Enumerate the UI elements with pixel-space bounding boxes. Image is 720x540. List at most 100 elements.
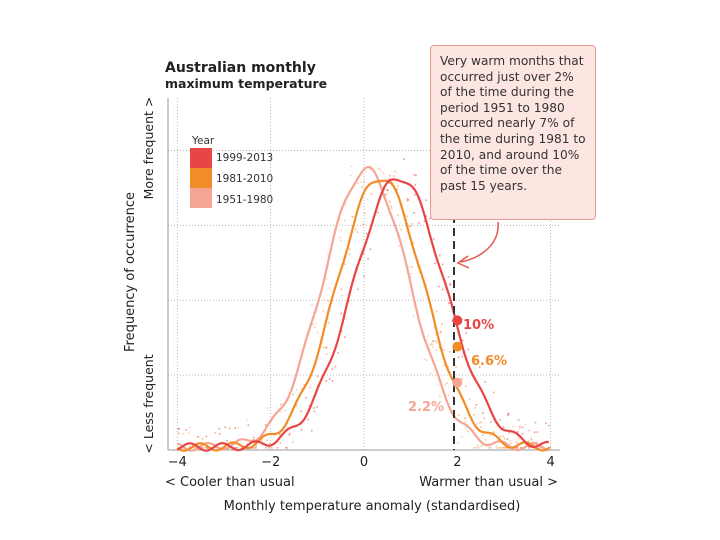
scatter-point-1-127: [266, 439, 269, 442]
threshold-marker-1999-2013: [452, 315, 463, 326]
scatter-point-1-30: [477, 447, 480, 449]
scatter-point-1-31: [520, 447, 523, 449]
scatter-point-2-1: [204, 447, 207, 449]
scatter-point-1-10: [436, 310, 438, 313]
scatter-point-1-34: [448, 350, 451, 353]
scatter-point-2-96: [439, 395, 441, 397]
scatter-point-0-130: [536, 431, 539, 433]
scatter-point-1-147: [468, 398, 471, 401]
scatter-point-2-105: [528, 447, 530, 449]
scatter-point-2-85: [322, 310, 325, 313]
scatter-point-2-51: [351, 215, 353, 218]
scatter-point-2-124: [327, 253, 329, 255]
scatter-point-1-60: [309, 386, 312, 389]
scatter-point-0-73: [547, 424, 550, 427]
scatter-point-1-21: [400, 228, 403, 231]
scatter-point-2-49: [431, 345, 434, 348]
scatter-point-2-45: [340, 239, 342, 242]
scatter-point-2-36: [424, 358, 426, 361]
x-right-label: Warmer than usual >: [419, 475, 558, 490]
scatter-point-1-134: [431, 340, 434, 343]
scatter-point-1-119: [432, 340, 435, 342]
scatter-point-0-113: [428, 217, 431, 220]
scatter-point-1-89: [411, 223, 414, 225]
scatter-point-1-77: [363, 180, 366, 183]
scatter-point-2-20: [544, 447, 546, 449]
scatter-point-0-6: [482, 412, 484, 414]
scatter-point-1-145: [344, 263, 346, 265]
scatter-point-1-107: [325, 346, 328, 349]
scatter-point-2-92: [280, 403, 283, 406]
scatter-point-2-37: [241, 447, 243, 449]
scatter-point-0-81: [448, 302, 450, 305]
scatter-point-0-83: [545, 422, 547, 425]
scatter-point-1-94: [370, 193, 373, 195]
scatter-point-0-89: [357, 288, 359, 291]
scatter-point-0-70: [226, 439, 228, 442]
scatter-point-1-6: [504, 447, 507, 449]
chart-subtitle: maximum temperature: [165, 76, 327, 91]
scatter-point-1-63: [177, 432, 180, 434]
scatter-point-1-67: [474, 447, 477, 449]
scatter-point-0-118: [367, 257, 369, 260]
scatter-point-0-99: [205, 435, 208, 438]
scatter-point-2-31: [237, 426, 239, 429]
scatter-point-0-90: [344, 336, 346, 338]
scatter-point-0-59: [178, 428, 181, 430]
scatter-point-1-92: [348, 248, 351, 250]
scatter-point-2-71: [464, 417, 467, 419]
scatter-point-0-62: [247, 424, 250, 426]
scatter-point-1-122: [538, 447, 541, 449]
scatter-point-1-17: [301, 388, 303, 390]
scatter-point-0-129: [340, 312, 343, 315]
scatter-point-1-130: [394, 170, 397, 173]
scatter-point-2-95: [236, 447, 239, 449]
scatter-point-0-96: [253, 436, 255, 439]
scatter-point-0-94: [457, 356, 460, 359]
scatter-point-0-5: [432, 237, 435, 240]
scatter-point-2-10: [187, 432, 190, 434]
scatter-point-0-139: [534, 421, 537, 424]
scatter-point-1-29: [473, 414, 475, 416]
scatter-point-1-128: [467, 430, 469, 432]
scatter-point-1-101: [391, 182, 394, 184]
scatter-point-0-103: [461, 339, 464, 342]
scatter-point-0-84: [413, 173, 416, 176]
scatter-point-2-101: [189, 426, 191, 429]
scatter-point-0-124: [331, 368, 334, 371]
scatter-point-0-41: [218, 433, 221, 435]
scatter-point-0-26: [425, 199, 427, 202]
scatter-point-0-117: [234, 427, 236, 429]
scatter-point-2-35: [344, 203, 347, 206]
scatter-point-1-78: [483, 417, 485, 420]
scatter-point-1-0: [503, 447, 506, 449]
scatter-point-0-149: [502, 426, 505, 428]
scatter-point-2-21: [280, 411, 283, 413]
scatter-point-0-61: [185, 429, 187, 431]
scatter-point-1-28: [435, 333, 437, 336]
scatter-point-2-119: [430, 343, 433, 345]
scatter-point-0-127: [264, 424, 267, 426]
legend-title: Year: [191, 135, 215, 147]
scatter-point-2-57: [444, 384, 447, 386]
scatter-point-1-139: [341, 294, 343, 297]
scatter-point-1-2: [324, 347, 327, 349]
scatter-point-1-39: [206, 447, 208, 449]
scatter-point-2-134: [427, 335, 429, 337]
scatter-point-0-31: [406, 198, 409, 200]
scatter-point-0-25: [313, 410, 316, 413]
scatter-point-1-129: [480, 421, 483, 424]
scatter-point-2-146: [202, 447, 205, 449]
scatter-point-1-3: [397, 214, 399, 216]
scatter-point-2-30: [408, 266, 410, 268]
scatter-point-0-145: [475, 404, 478, 406]
scatter-point-0-37: [441, 288, 444, 291]
scatter-point-0-10: [521, 426, 524, 429]
scatter-point-0-18: [337, 352, 339, 354]
scatter-point-1-126: [447, 365, 450, 368]
scatter-point-0-95: [288, 432, 291, 435]
scatter-point-2-136: [515, 447, 518, 449]
scatter-point-0-143: [533, 431, 536, 434]
scatter-point-1-100: [295, 404, 298, 407]
